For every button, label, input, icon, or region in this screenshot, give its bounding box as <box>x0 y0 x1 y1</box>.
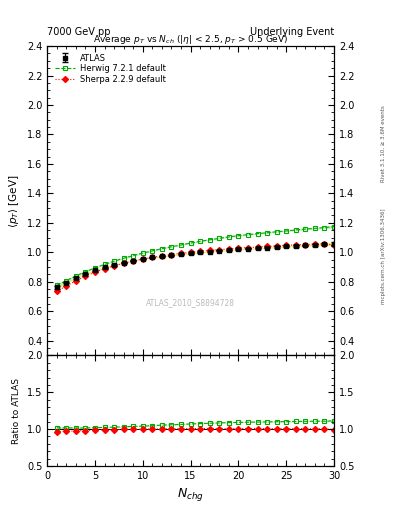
Text: mcplots.cern.ch [arXiv:1306.3436]: mcplots.cern.ch [arXiv:1306.3436] <box>381 208 386 304</box>
X-axis label: $N_{chg}$: $N_{chg}$ <box>177 486 204 503</box>
Title: Average $p_T$ vs $N_{ch}$ ($|\eta|$ < 2.5, $p_T$ > 0.5 GeV): Average $p_T$ vs $N_{ch}$ ($|\eta|$ < 2.… <box>93 33 288 46</box>
Legend: ATLAS, Herwig 7.2.1 default, Sherpa 2.2.9 default: ATLAS, Herwig 7.2.1 default, Sherpa 2.2.… <box>51 50 169 87</box>
Y-axis label: $\langle p_T \rangle$ [GeV]: $\langle p_T \rangle$ [GeV] <box>7 174 21 227</box>
Text: Underlying Event: Underlying Event <box>250 27 334 37</box>
Text: ATLAS_2010_S8894728: ATLAS_2010_S8894728 <box>146 298 235 307</box>
Y-axis label: Ratio to ATLAS: Ratio to ATLAS <box>12 378 21 444</box>
Text: Rivet 3.1.10, ≥ 3.6M events: Rivet 3.1.10, ≥ 3.6M events <box>381 105 386 182</box>
Text: 7000 GeV pp: 7000 GeV pp <box>47 27 111 37</box>
